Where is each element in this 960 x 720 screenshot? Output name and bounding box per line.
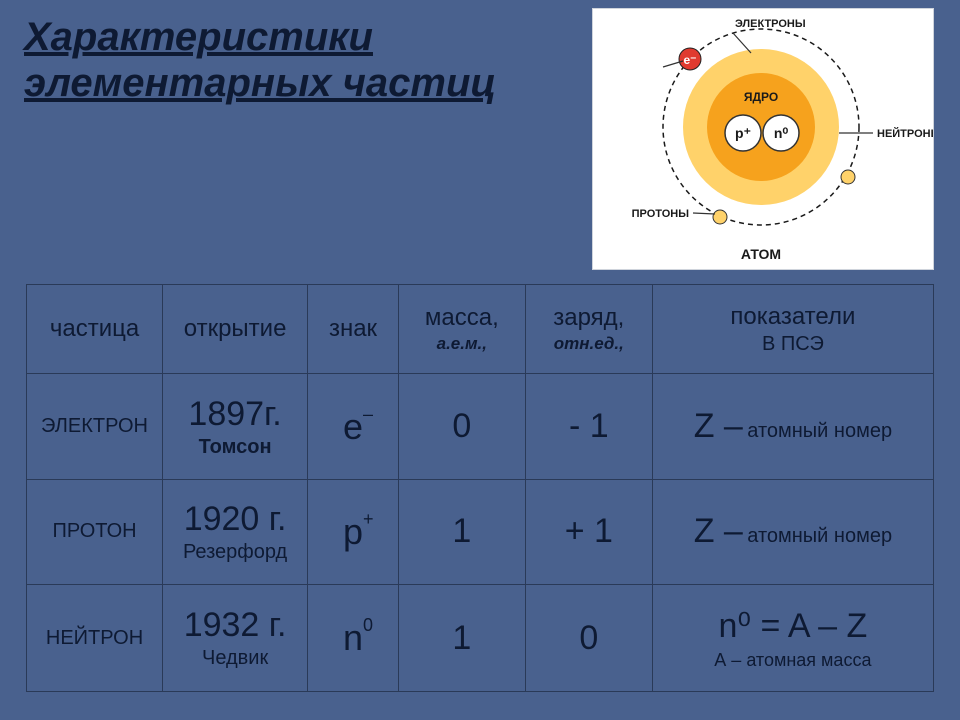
hdr-sign: знак <box>308 285 399 374</box>
cell-charge: 0 <box>525 585 652 692</box>
proton-symbol: p⁺ <box>735 125 751 141</box>
hdr-charge: заряд, отн.ед., <box>525 285 652 374</box>
cell-name: ПРОТОН <box>27 479 163 584</box>
cell-name: ЭЛЕКТРОН <box>27 374 163 479</box>
cell-discovery: 1920 г. Резерфорд <box>163 479 308 584</box>
cell-discovery: 1932 г. Чедвик <box>163 585 308 692</box>
svg-text:e⁻: e⁻ <box>683 53 696 67</box>
hdr-indicator: показатели В ПСЭ <box>652 285 933 374</box>
table-header-row: частица открытие знак масса, а.е.м., зар… <box>27 285 934 374</box>
hdr-particle: частица <box>27 285 163 374</box>
cell-sign: n0 <box>308 585 399 692</box>
hdr-discovery: открытие <box>163 285 308 374</box>
cell-discovery: 1897г. Томсон <box>163 374 308 479</box>
nucleus-label: ЯДРО <box>744 90 778 104</box>
electrons-label: ЭЛЕКТРОНЫ <box>735 18 806 30</box>
particles-table: частица открытие знак масса, а.е.м., зар… <box>26 284 934 692</box>
page-title: Характеристики элементарных частиц <box>24 14 544 106</box>
cell-mass: 1 <box>398 479 525 584</box>
electron-dot-3 <box>841 170 855 184</box>
cell-indicator: n⁰ = A – Z А – атомная масса <box>652 585 933 692</box>
atom-diagram: ЯДРО p⁺ n⁰ e⁻ ЭЛЕКТРОНЫ НЕЙТРОНЫ ПРОТОНЫ… <box>592 8 934 270</box>
cell-charge: + 1 <box>525 479 652 584</box>
cell-name: НЕЙТРОН <box>27 585 163 692</box>
neutron-symbol: n⁰ <box>774 125 789 141</box>
title-line-1: Характеристики <box>24 15 373 59</box>
neutrons-label: НЕЙТРОНЫ <box>877 127 933 140</box>
title-line-2: элементарных частиц <box>24 61 496 105</box>
table-row-proton: ПРОТОН 1920 г. Резерфорд p+ 1 + 1 Z – ат… <box>27 479 934 584</box>
cell-indicator: Z – атомный номер <box>652 374 933 479</box>
slide-root: Характеристики элементарных частиц ЯДРО … <box>0 0 960 720</box>
cell-charge: - 1 <box>525 374 652 479</box>
protons-label: ПРОТОНЫ <box>632 208 690 220</box>
cell-mass: 1 <box>398 585 525 692</box>
electron-dot-2 <box>713 210 727 224</box>
cell-sign: p+ <box>308 479 399 584</box>
cell-indicator: Z – атомный номер <box>652 479 933 584</box>
cell-sign: e– <box>308 374 399 479</box>
electron-dot-1: e⁻ <box>679 48 701 70</box>
table-row-electron: ЭЛЕКТРОН 1897г. Томсон e– 0 - 1 Z – атом… <box>27 374 934 479</box>
atom-label: АТОМ <box>741 246 781 262</box>
table-row-neutron: НЕЙТРОН 1932 г. Чедвик n0 1 0 n⁰ = A – Z… <box>27 585 934 692</box>
cell-mass: 0 <box>398 374 525 479</box>
hdr-mass: масса, а.е.м., <box>398 285 525 374</box>
